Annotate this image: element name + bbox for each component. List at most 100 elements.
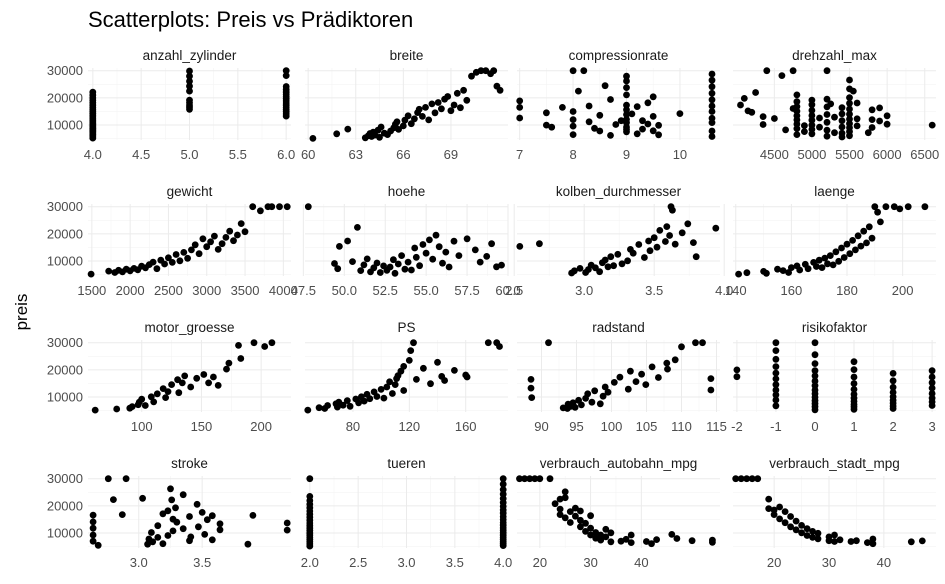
- data-point: [826, 252, 834, 259]
- data-point: [849, 87, 857, 95]
- data-point: [582, 528, 589, 535]
- data-point: [838, 129, 846, 137]
- data-point: [854, 232, 862, 240]
- data-point: [527, 384, 535, 392]
- data-point: [796, 266, 804, 274]
- data-point: [526, 475, 534, 483]
- data-point: [200, 371, 208, 378]
- data-point: [811, 367, 819, 375]
- data-point: [928, 367, 936, 375]
- data-point: [536, 240, 543, 248]
- data-point: [617, 117, 625, 125]
- data-point: [644, 120, 652, 128]
- data-point: [89, 518, 97, 526]
- data-point: [653, 536, 660, 543]
- x-tick-label: 4.5: [132, 147, 150, 162]
- data-point: [596, 111, 604, 119]
- x-tick-label: 30: [583, 555, 597, 570]
- data-point: [426, 236, 433, 244]
- panel-motor_groesse: motor_groesse 100 150 200 10000 20000 30000: [47, 320, 291, 434]
- data-point: [453, 89, 461, 97]
- x-tick-label: 57.5: [454, 283, 479, 298]
- x-tick-label: 4000: [269, 283, 298, 298]
- data-point: [869, 540, 877, 548]
- data-point: [787, 513, 794, 520]
- data-point: [405, 357, 413, 364]
- data-point: [772, 355, 780, 363]
- x-tick-label: 2.0: [301, 555, 319, 570]
- data-point: [607, 132, 614, 139]
- data-point: [444, 93, 452, 100]
- data-point: [431, 109, 439, 117]
- panel-strip-label: PS: [397, 320, 415, 335]
- data-point: [602, 533, 610, 541]
- data-point: [601, 82, 609, 90]
- data-point: [556, 511, 564, 518]
- data-point: [168, 259, 176, 266]
- data-point: [709, 536, 716, 544]
- data-point: [416, 262, 423, 270]
- data-point: [237, 220, 245, 228]
- data-point: [283, 526, 291, 534]
- data-point: [737, 101, 744, 109]
- data-point: [89, 88, 97, 96]
- data-point: [150, 398, 158, 406]
- data-point: [282, 83, 290, 90]
- data-point: [244, 540, 252, 548]
- data-point: [398, 252, 405, 259]
- panel-strip-label: drehzahl_max: [792, 48, 877, 63]
- data-point: [772, 347, 780, 354]
- data-point: [629, 249, 637, 257]
- data-point: [516, 475, 523, 483]
- data-point: [186, 82, 193, 90]
- data-point: [582, 519, 589, 527]
- data-point: [165, 254, 172, 262]
- data-point: [692, 253, 700, 261]
- data-point: [283, 203, 291, 211]
- data-point: [237, 355, 245, 362]
- data-point: [457, 104, 464, 112]
- data-point: [373, 259, 381, 267]
- data-point: [349, 258, 356, 265]
- x-tick-label: 120: [398, 419, 420, 434]
- data-point: [653, 243, 661, 251]
- data-point: [577, 516, 584, 524]
- data-point: [662, 238, 669, 245]
- data-point: [928, 373, 936, 381]
- data-point: [496, 343, 503, 350]
- data-point: [176, 257, 184, 265]
- panel-strip-label: tueren: [387, 456, 425, 471]
- data-point: [876, 104, 883, 112]
- data-point: [778, 72, 786, 79]
- data-point: [643, 538, 650, 545]
- data-point: [921, 203, 929, 211]
- data-point: [811, 339, 819, 347]
- data-point: [548, 123, 556, 131]
- x-tick-label: 1: [850, 419, 857, 434]
- data-point: [376, 133, 383, 141]
- x-tick-label: 40: [634, 555, 648, 570]
- x-tick-label: 3.0: [397, 555, 415, 570]
- data-point: [577, 523, 584, 531]
- data-point: [596, 127, 604, 135]
- x-tick-label: 4.0: [715, 283, 733, 298]
- data-point: [639, 125, 646, 133]
- x-tick-label: 10: [673, 147, 687, 162]
- data-point: [627, 367, 634, 375]
- data-point: [488, 240, 495, 248]
- data-point: [815, 256, 823, 264]
- data-point: [324, 402, 331, 409]
- data-point: [427, 380, 434, 388]
- data-point: [733, 366, 741, 374]
- data-point: [779, 267, 787, 274]
- data-point: [210, 373, 217, 381]
- data-point: [496, 86, 504, 94]
- data-point: [438, 105, 445, 113]
- data-point: [490, 67, 498, 75]
- data-point: [759, 113, 767, 120]
- data-point: [211, 232, 218, 240]
- data-point: [588, 398, 596, 406]
- data-point: [164, 388, 172, 395]
- data-point: [380, 394, 388, 402]
- x-tick-label: 5.5: [229, 147, 247, 162]
